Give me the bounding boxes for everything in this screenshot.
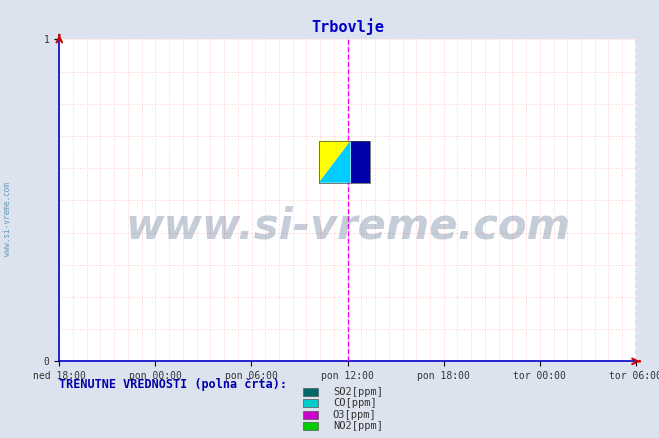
Text: NO2[ppm]: NO2[ppm]	[333, 421, 383, 431]
Polygon shape	[319, 141, 351, 183]
Text: CO[ppm]: CO[ppm]	[333, 399, 376, 408]
Text: O3[ppm]: O3[ppm]	[333, 410, 376, 420]
Title: Trbovlje: Trbovlje	[311, 19, 384, 35]
Polygon shape	[319, 141, 351, 183]
Text: www.si-vreme.com: www.si-vreme.com	[125, 205, 570, 247]
Bar	[351, 141, 370, 183]
Text: SO2[ppm]: SO2[ppm]	[333, 387, 383, 397]
Bar	[319, 141, 370, 183]
Text: TRENUTNE VREDNOSTI (polna črta):: TRENUTNE VREDNOSTI (polna črta):	[59, 378, 287, 391]
Text: www.si-vreme.com: www.si-vreme.com	[3, 182, 13, 256]
